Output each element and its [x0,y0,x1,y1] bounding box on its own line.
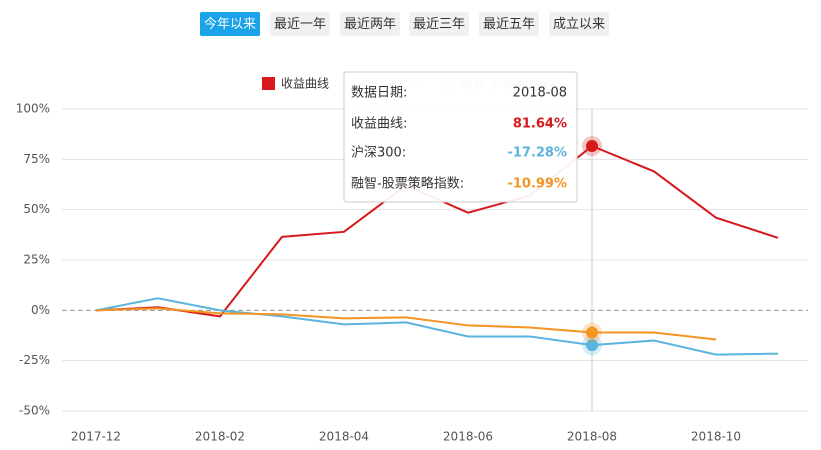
tab-label[interactable]: 成立以来 [553,17,605,32]
tab-label[interactable]: 最近两年 [344,17,396,32]
tooltip [343,71,578,203]
tooltip-value: -17.28% [507,146,567,161]
tab[interactable] [200,12,260,36]
y-tick-label: 75% [23,152,50,166]
x-tick-label: 2018-04 [319,430,369,444]
tab-label[interactable]: 今年以来 [204,16,256,32]
tooltip-label: 数据日期: [351,86,407,101]
legend-label: 收益曲线 [281,77,329,91]
y-tick-label: 100% [16,102,50,116]
tooltip-label: 融智-股票策略指数: [351,176,464,192]
tab[interactable] [340,12,400,36]
x-tick-label: 2018-02 [195,430,245,444]
series-line [95,297,779,356]
x-tick-label: 2018-10 [691,430,741,444]
tooltip-value: -10.99% [507,177,567,192]
y-tick-label: -50% [19,404,50,418]
tab[interactable] [549,12,609,36]
legend-swatch [262,77,275,90]
point [586,326,598,339]
tooltip-value: 81.64% [513,117,567,132]
tab-label[interactable]: 最近五年 [483,17,535,32]
point [586,339,598,352]
x-tick-label: 2018-08 [567,430,617,444]
point [586,139,598,152]
y-tick-label: 50% [23,202,50,216]
series-line [95,307,717,341]
tooltip-label: 沪深300: [351,145,406,161]
tab-label[interactable]: 最近三年 [413,17,465,32]
x-tick-label: 2017-12 [71,430,121,444]
tooltip-value: 2018-08 [513,86,567,101]
tooltip-label: 收益曲线: [351,117,407,132]
y-tick-label: 25% [23,253,50,267]
tab-label[interactable]: 最近一年 [274,17,326,32]
tab[interactable] [270,12,330,36]
tab[interactable] [409,12,469,36]
x-tick-label: 2018-06 [443,430,493,444]
tab[interactable] [479,12,539,36]
y-tick-label: -25% [19,353,50,367]
y-tick-label: 0% [31,303,50,317]
